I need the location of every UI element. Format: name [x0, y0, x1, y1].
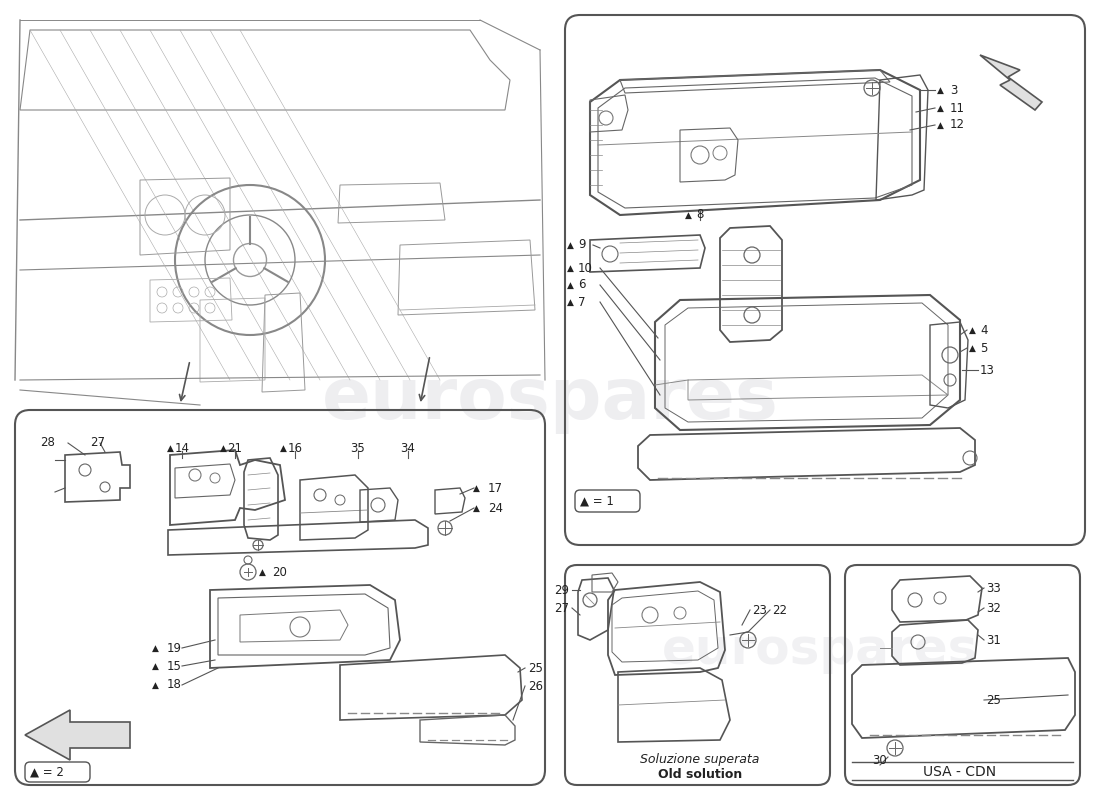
- Text: ▲: ▲: [566, 263, 573, 273]
- Text: 22: 22: [772, 603, 786, 617]
- Text: 21: 21: [228, 442, 242, 454]
- Text: 29: 29: [554, 583, 569, 597]
- Text: 30: 30: [872, 754, 888, 766]
- Text: 31: 31: [986, 634, 1001, 646]
- Text: ▲ = 2: ▲ = 2: [30, 766, 64, 778]
- Text: ▲: ▲: [279, 443, 286, 453]
- Text: 24: 24: [488, 502, 503, 514]
- Text: 25: 25: [528, 662, 543, 674]
- Text: 6: 6: [578, 278, 585, 291]
- Text: ▲: ▲: [969, 326, 976, 334]
- Text: ▲: ▲: [566, 298, 573, 306]
- Text: ▲: ▲: [473, 483, 480, 493]
- Text: 3: 3: [950, 83, 957, 97]
- Text: 11: 11: [950, 102, 965, 114]
- Text: ▲: ▲: [936, 121, 944, 130]
- Text: ▲: ▲: [684, 210, 692, 219]
- Text: 14: 14: [175, 442, 189, 454]
- Text: Soluzione superata: Soluzione superata: [640, 754, 760, 766]
- Text: 12: 12: [950, 118, 965, 131]
- Text: ▲: ▲: [566, 241, 573, 250]
- Text: 10: 10: [578, 262, 593, 274]
- Text: 28: 28: [40, 437, 55, 450]
- Text: ▲: ▲: [152, 662, 158, 670]
- Text: ▲: ▲: [220, 443, 227, 453]
- Text: 18: 18: [167, 678, 182, 691]
- Text: ▲: ▲: [258, 567, 265, 577]
- Text: 35: 35: [351, 442, 365, 454]
- Text: ▲: ▲: [936, 103, 944, 113]
- Text: 4: 4: [980, 323, 988, 337]
- Text: 17: 17: [488, 482, 503, 494]
- Text: 26: 26: [528, 679, 543, 693]
- Text: 19: 19: [167, 642, 182, 654]
- Text: eurospares: eurospares: [321, 366, 779, 434]
- Text: 5: 5: [980, 342, 988, 354]
- Text: Old solution: Old solution: [658, 769, 742, 782]
- Text: 20: 20: [272, 566, 287, 578]
- Text: 34: 34: [400, 442, 416, 454]
- Polygon shape: [980, 55, 1042, 110]
- Text: ▲: ▲: [566, 281, 573, 290]
- Text: 27: 27: [554, 602, 569, 614]
- Text: ▲: ▲: [152, 681, 158, 690]
- Text: ▲: ▲: [152, 643, 158, 653]
- Text: 33: 33: [986, 582, 1001, 594]
- Text: ▲: ▲: [473, 503, 480, 513]
- Text: 8: 8: [696, 209, 704, 222]
- Text: 13: 13: [980, 363, 994, 377]
- Text: 27: 27: [90, 437, 104, 450]
- Text: eurospares: eurospares: [662, 626, 978, 674]
- Text: ▲ = 1: ▲ = 1: [580, 494, 614, 507]
- Polygon shape: [25, 710, 130, 760]
- Text: ▲: ▲: [166, 443, 174, 453]
- Text: 25: 25: [986, 694, 1001, 706]
- Text: 23: 23: [752, 603, 767, 617]
- Text: 15: 15: [167, 659, 182, 673]
- Text: 9: 9: [578, 238, 585, 251]
- Text: ▲: ▲: [969, 343, 976, 353]
- Text: 16: 16: [287, 442, 303, 454]
- Text: ▲: ▲: [936, 86, 944, 94]
- Text: 7: 7: [578, 295, 585, 309]
- Text: 32: 32: [986, 602, 1001, 614]
- Text: USA - CDN: USA - CDN: [923, 765, 997, 779]
